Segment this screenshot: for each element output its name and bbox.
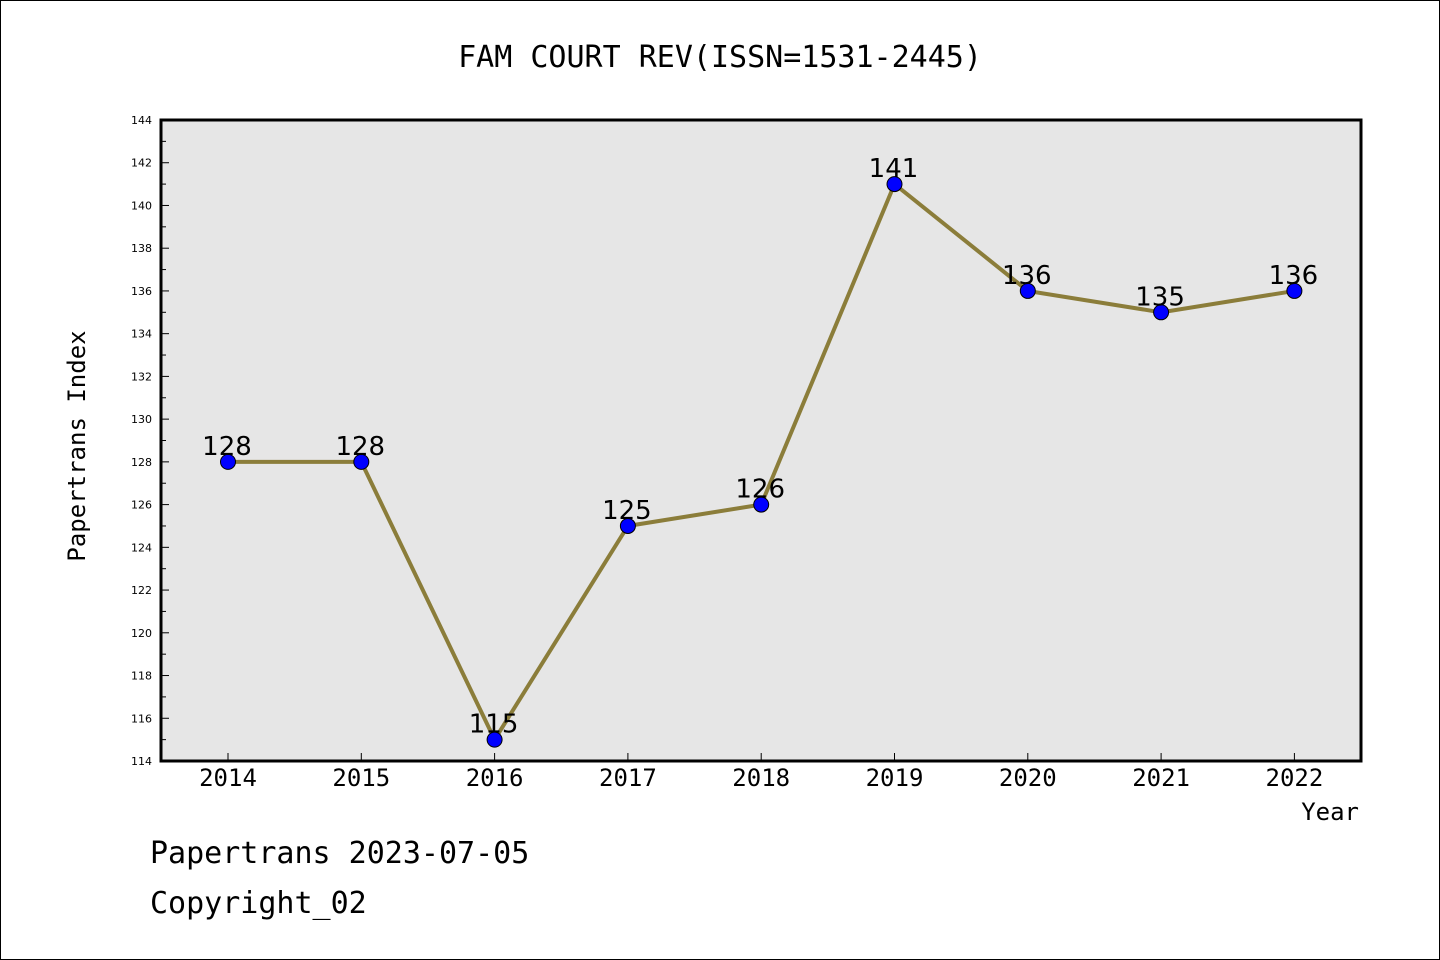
data-point [486,731,503,748]
footer-copyright: Copyright_02 [150,886,367,921]
data-point [220,453,236,470]
data-point [753,496,770,513]
y-tick-label: 142 [131,157,152,170]
data-label: 136 [1269,261,1319,291]
y-axis-label: Papertrans Index [63,330,91,561]
x-tick-label: 2022 [1266,764,1324,792]
y-tick-label: 130 [131,413,152,426]
y-tick-label: 140 [131,199,152,212]
y-tick-label: 138 [131,242,152,255]
data-label: 128 [202,432,252,462]
y-tick-label: 126 [131,499,152,512]
y-tick-label: 134 [131,328,152,341]
x-axis-label: Year [1301,798,1359,826]
x-tick-label: 2020 [999,764,1057,792]
y-tick-label: 118 [131,670,152,683]
y-axis: 114 116 118 120 122 124 126 128 130 132 134 136 138 1… [131,114,169,768]
data-point [1153,304,1170,321]
y-tick-label: 124 [131,541,152,554]
y-tick-label: 120 [131,627,152,640]
data-point [1286,282,1303,299]
data-label: 128 [335,432,385,462]
data-label: 136 [1002,261,1052,291]
x-tick-label: 2015 [332,764,390,792]
data-label: 135 [1135,282,1185,312]
x-tick-label: 2019 [866,764,924,792]
x-tick-label: 2016 [466,764,524,792]
x-tick-label: 2014 [199,764,257,792]
data-label: 126 [735,475,785,505]
data-label: 141 [869,154,919,184]
x-tick-label: 2017 [599,764,657,792]
x-tick-label: 2018 [732,764,790,792]
x-axis: 2014 2015 2016 2017 2018 2019 2020 2021 2022 [199,753,1323,792]
series-group: 128 128 115 125 126 141 136 135 136 [202,154,1319,748]
y-tick-label: 114 [131,755,152,768]
data-point [886,176,903,193]
y-tick-label: 144 [131,114,152,127]
plot-area [159,118,1363,763]
data-point [619,517,636,534]
data-label: 115 [469,710,519,740]
data-point [353,453,370,470]
y-tick-label: 128 [131,456,152,469]
footer-date: Papertrans 2023-07-05 [150,836,530,871]
y-tick-label: 132 [131,370,152,383]
y-tick-label: 116 [131,712,152,725]
data-point [1019,282,1036,299]
y-tick-label: 122 [131,584,152,597]
y-tick-label: 136 [131,285,152,298]
x-tick-label: 2021 [1132,764,1190,792]
chart-title: FAM COURT REV(ISSN=1531-2445) [458,40,982,75]
data-label: 125 [602,496,652,526]
